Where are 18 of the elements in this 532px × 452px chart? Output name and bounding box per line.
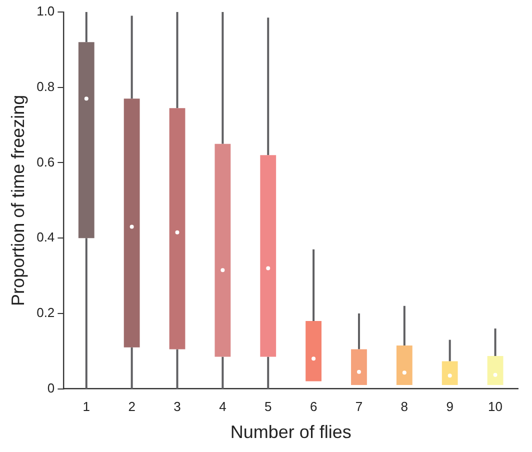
- y-tick-label: 0: [47, 380, 55, 396]
- x-tick-label: 10: [488, 399, 503, 414]
- x-tick-label: 9: [446, 399, 454, 414]
- y-tick-label: 1.0: [36, 4, 55, 19]
- x-tick-label: 8: [400, 399, 408, 414]
- x-tick-label: 5: [264, 399, 272, 414]
- y-tick-label: 0.2: [36, 305, 55, 320]
- x-tick-label: 1: [82, 399, 90, 414]
- x-tick-label: 7: [355, 399, 363, 414]
- y-axis-title: Proportion of time freezing: [8, 94, 28, 306]
- x-tick-label: 6: [310, 399, 318, 414]
- y-tick-label: 0.8: [36, 78, 55, 94]
- y-tick-label: 0.6: [36, 154, 55, 170]
- x-axis-title: Number of flies: [230, 422, 352, 442]
- x-tick-label: 3: [174, 399, 181, 414]
- x-tick-label: 4: [219, 399, 226, 414]
- y-tick-label: 0.4: [36, 230, 55, 245]
- x-tick-label: 2: [128, 399, 136, 414]
